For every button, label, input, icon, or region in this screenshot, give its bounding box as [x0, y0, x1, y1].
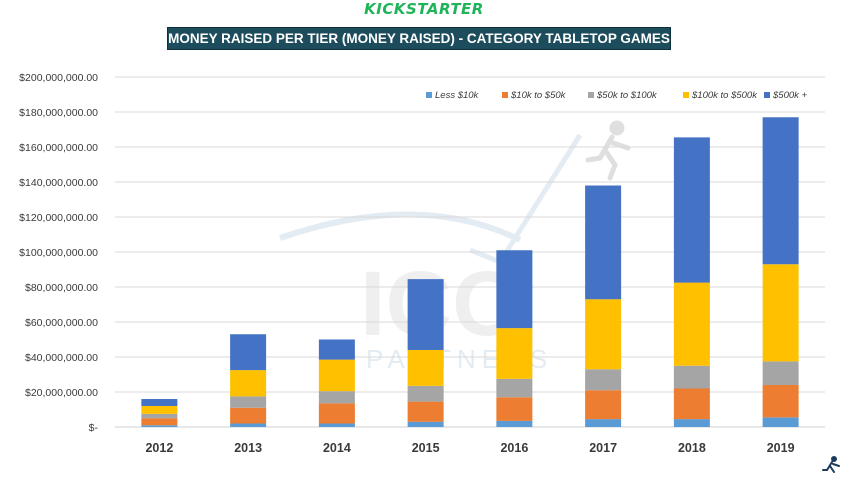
- bar-segment: [762, 417, 799, 427]
- bar-segment: [407, 279, 444, 350]
- legend-label: $500k +: [772, 90, 808, 101]
- bar-segment: [496, 378, 533, 398]
- x-tick-label: 2017: [589, 441, 617, 455]
- x-tick-label: 2019: [767, 441, 795, 455]
- x-tick-label: 2018: [678, 441, 706, 455]
- bar-segment: [496, 250, 533, 329]
- bar-segment: [496, 328, 533, 379]
- bar-segment: [585, 390, 622, 420]
- y-tick-label: $-: [89, 422, 99, 434]
- legend-swatch: [426, 92, 432, 98]
- legend-label: $100k to $500k: [691, 90, 758, 101]
- x-axis-ticks: 2012 2013 2014 2015 2016 2017 2018 2019: [145, 441, 794, 455]
- bars: [141, 117, 799, 427]
- corner-runner-icon: [822, 456, 840, 473]
- bar-segment: [230, 396, 267, 408]
- bar-segment: [762, 264, 799, 362]
- brand-logo: KICKSTARTER: [364, 0, 484, 18]
- bar-segment: [318, 423, 355, 427]
- bar-segment: [585, 369, 622, 391]
- y-tick-label: $60,000,000.00: [25, 317, 98, 329]
- chart-title-text: MONEY RAISED PER TIER (MONEY RAISED) - C…: [168, 31, 670, 46]
- bar-segment: [407, 385, 444, 402]
- y-tick-label: $120,000,000.00: [19, 212, 98, 224]
- legend-swatch: [588, 92, 594, 98]
- watermark-swoosh: [279, 211, 522, 243]
- bar-segment: [141, 425, 178, 427]
- bar-segment: [762, 385, 799, 418]
- bar-segment: [673, 137, 710, 283]
- bar-segment: [230, 423, 267, 427]
- bar-segment: [230, 370, 267, 397]
- y-tick-label: $140,000,000.00: [19, 177, 98, 189]
- bar-segment: [141, 399, 178, 406]
- bar-segment: [141, 406, 178, 414]
- bar-segment: [673, 388, 710, 420]
- y-tick-label: $40,000,000.00: [25, 352, 98, 364]
- bar-segment: [407, 350, 444, 386]
- bar-segment: [318, 359, 355, 392]
- bar-segment: [762, 117, 799, 265]
- bar-segment: [407, 421, 444, 427]
- legend-swatch: [764, 92, 770, 98]
- bar-segment: [318, 339, 355, 360]
- bar-segment: [673, 282, 710, 366]
- bar-segment: [585, 185, 622, 300]
- bar-segment: [762, 361, 799, 385]
- y-tick-label: $200,000,000.00: [19, 72, 98, 84]
- y-tick-label: $160,000,000.00: [19, 142, 98, 154]
- legend-swatch: [502, 92, 508, 98]
- bar-segment: [585, 419, 622, 427]
- chart-title: MONEY RAISED PER TIER (MONEY RAISED) - C…: [167, 27, 671, 50]
- legend-swatch: [683, 92, 689, 98]
- bar-segment: [585, 299, 622, 370]
- bar-segment: [230, 334, 267, 371]
- bar-segment: [496, 397, 533, 421]
- bar-segment: [673, 419, 710, 427]
- y-tick-label: $20,000,000.00: [25, 387, 98, 399]
- x-tick-label: 2013: [234, 441, 262, 455]
- legend-label: $50k to $100k: [596, 90, 658, 101]
- running-man-icon: [585, 120, 631, 181]
- bar-segment: [318, 391, 355, 404]
- y-tick-label: $80,000,000.00: [25, 282, 98, 294]
- watermark-check: [469, 133, 583, 266]
- x-tick-label: 2016: [500, 441, 528, 455]
- bar-segment: [318, 403, 355, 424]
- legend: Less $10k $10k to $50k $50k to $100k $100k …: [426, 90, 808, 101]
- bar-segment: [496, 420, 533, 427]
- bar-segment: [673, 365, 710, 389]
- legend-label: $10k to $50k: [510, 90, 567, 101]
- y-tick-label: $180,000,000.00: [19, 107, 98, 119]
- bar-segment: [407, 401, 444, 422]
- x-tick-label: 2014: [323, 441, 351, 455]
- bar-segment: [230, 407, 267, 424]
- bar-segment: [141, 418, 178, 426]
- y-tick-label: $100,000,000.00: [19, 247, 98, 259]
- bar-segment: [141, 413, 178, 419]
- y-axis-ticks: $- $20,000,000.00 $40,000,000.00 $60,000,00…: [19, 72, 98, 434]
- x-tick-label: 2015: [412, 441, 440, 455]
- x-tick-label: 2012: [145, 441, 173, 455]
- legend-label: Less $10k: [435, 90, 480, 101]
